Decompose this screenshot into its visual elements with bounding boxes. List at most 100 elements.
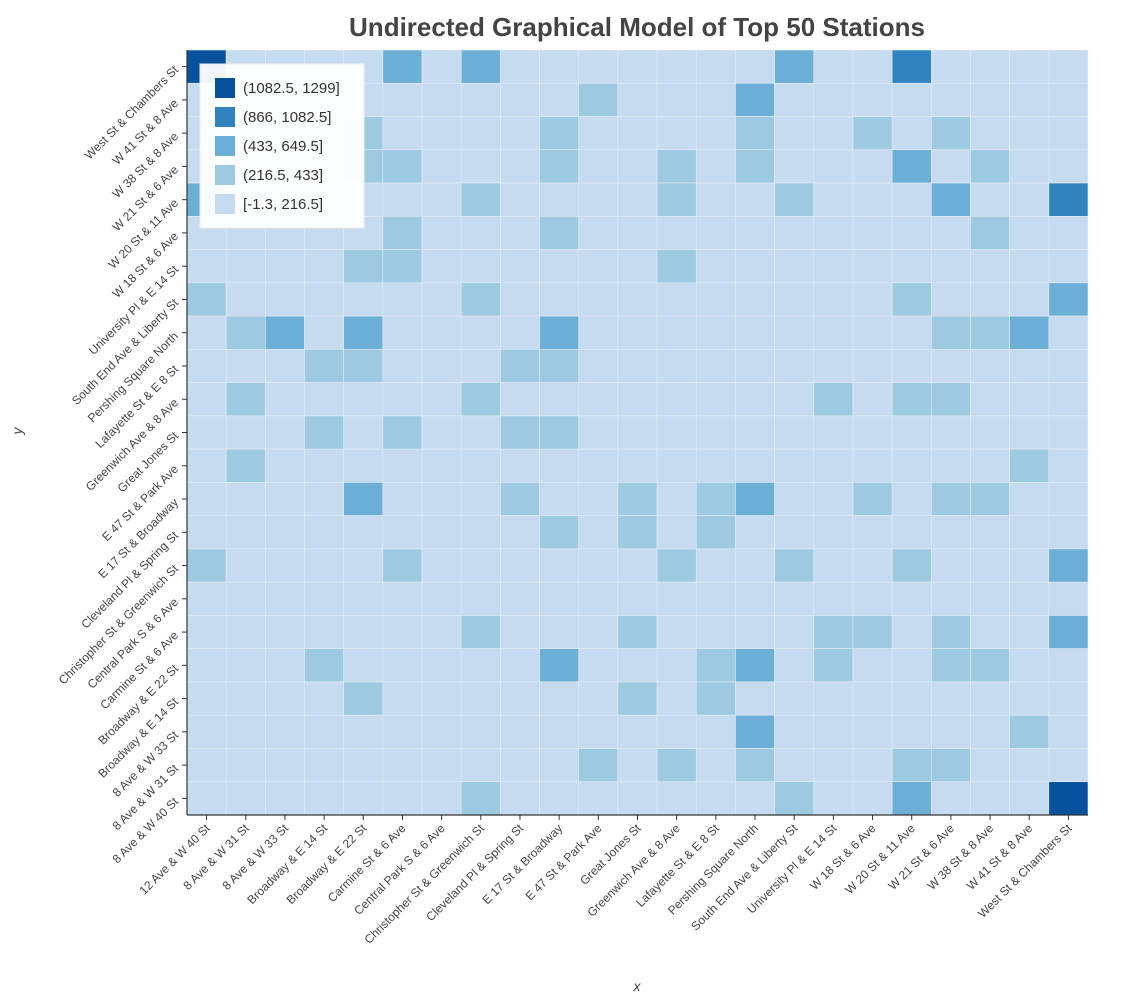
heatmap-cell: [617, 82, 658, 117]
heatmap-cell: [1009, 448, 1050, 483]
heatmap-cell: [1048, 448, 1089, 483]
heatmap-cell: [852, 415, 893, 450]
heatmap-cells: [186, 49, 1089, 816]
heatmap-cell: [500, 482, 540, 516]
heatmap-cell: [186, 382, 227, 417]
heatmap-cell: [382, 116, 423, 151]
heatmap-cell: [1048, 748, 1089, 783]
heatmap-cell: [774, 581, 815, 616]
heatmap-cell: [539, 681, 580, 716]
heatmap-cell: [500, 82, 540, 117]
heatmap-cell: [891, 748, 932, 783]
heatmap-cell: [265, 448, 305, 483]
heatmap-cell: [930, 49, 971, 84]
legend-swatch: [215, 107, 235, 127]
heatmap-cell: [460, 448, 501, 483]
heatmap-cell: [774, 781, 815, 816]
heatmap-cell: [735, 681, 775, 716]
heatmap-cell: [500, 681, 540, 716]
heatmap-cell: [1009, 714, 1050, 749]
heatmap-cell: [656, 714, 697, 749]
heatmap-cell: [930, 681, 971, 716]
legend-swatch: [215, 194, 235, 214]
heatmap-cell: [695, 349, 736, 383]
heatmap-cell: [500, 714, 540, 749]
heatmap-cell: [735, 82, 775, 117]
heatmap-cell: [852, 282, 893, 317]
heatmap-cell: [1009, 648, 1050, 683]
heatmap-cell: [460, 149, 501, 184]
heatmap-cell: [304, 781, 344, 816]
heatmap-cell: [382, 49, 423, 84]
heatmap-cell: [265, 548, 305, 583]
heatmap-cell: [539, 548, 580, 583]
heatmap-cell: [500, 615, 540, 649]
heatmap-cell: [695, 49, 736, 84]
heatmap-cell: [343, 448, 384, 483]
heatmap-cell: [970, 315, 1010, 350]
heatmap-cell: [930, 482, 971, 516]
heatmap-cell: [695, 382, 736, 417]
heatmap-cell: [695, 315, 736, 350]
heatmap-cell: [304, 249, 344, 284]
heatmap-cell: [930, 382, 971, 417]
heatmap-cell: [656, 581, 697, 616]
heatmap-cell: [304, 515, 344, 550]
heatmap-cell: [891, 681, 932, 716]
heatmap-cell: [186, 349, 227, 383]
heatmap-cell: [304, 615, 344, 649]
heatmap-cell: [500, 116, 540, 151]
heatmap-cell: [852, 548, 893, 583]
heatmap-cell: [774, 748, 815, 783]
heatmap-cell: [460, 216, 501, 250]
heatmap-cell: [225, 315, 266, 350]
heatmap-cell: [578, 249, 619, 284]
heatmap-cell: [735, 282, 775, 317]
heatmap-cell: [265, 648, 305, 683]
heatmap-cell: [656, 515, 697, 550]
heatmap-cell: [578, 482, 619, 516]
heatmap-cell: [617, 515, 658, 550]
heatmap-cell: [852, 482, 893, 516]
heatmap-cell: [382, 581, 423, 616]
heatmap-cell: [225, 448, 266, 483]
heatmap-cell: [421, 149, 462, 184]
heatmap-cell: [304, 748, 344, 783]
heatmap-cell: [695, 515, 736, 550]
heatmap-cell: [421, 448, 462, 483]
heatmap-cell: [774, 315, 815, 350]
heatmap-cell: [813, 349, 854, 383]
heatmap-cell: [774, 415, 815, 450]
legend-label: [-1.3, 216.5]: [243, 196, 323, 213]
heatmap-cell: [852, 82, 893, 117]
heatmap-cell: [382, 615, 423, 649]
heatmap-cell: [774, 714, 815, 749]
heatmap-cell: [774, 116, 815, 151]
legend-label: (433, 649.5]: [243, 138, 323, 155]
heatmap-cell: [891, 515, 932, 550]
heatmap-cell: [225, 482, 266, 516]
heatmap-cell: [460, 681, 501, 716]
heatmap-cell: [225, 681, 266, 716]
heatmap-cell: [852, 781, 893, 816]
heatmap-cell: [460, 648, 501, 683]
heatmap-cell: [813, 548, 854, 583]
heatmap-cell: [578, 382, 619, 417]
heatmap-cell: [1048, 249, 1089, 284]
heatmap-cell: [1048, 415, 1089, 450]
heatmap-cell: [891, 182, 932, 217]
heatmap-cell: [852, 49, 893, 84]
heatmap-cell: [500, 216, 540, 250]
heatmap-cell: [578, 615, 619, 649]
heatmap-cell: [539, 515, 580, 550]
heatmap-cell: [343, 581, 384, 616]
heatmap-cell: [852, 315, 893, 350]
heatmap-cell: [735, 548, 775, 583]
heatmap-cell: [578, 581, 619, 616]
heatmap-cell: [421, 748, 462, 783]
heatmap-cell: [813, 315, 854, 350]
heatmap-cell: [343, 382, 384, 417]
heatmap-cell: [1009, 615, 1050, 649]
heatmap-cell: [970, 781, 1010, 816]
heatmap-cell: [539, 448, 580, 483]
